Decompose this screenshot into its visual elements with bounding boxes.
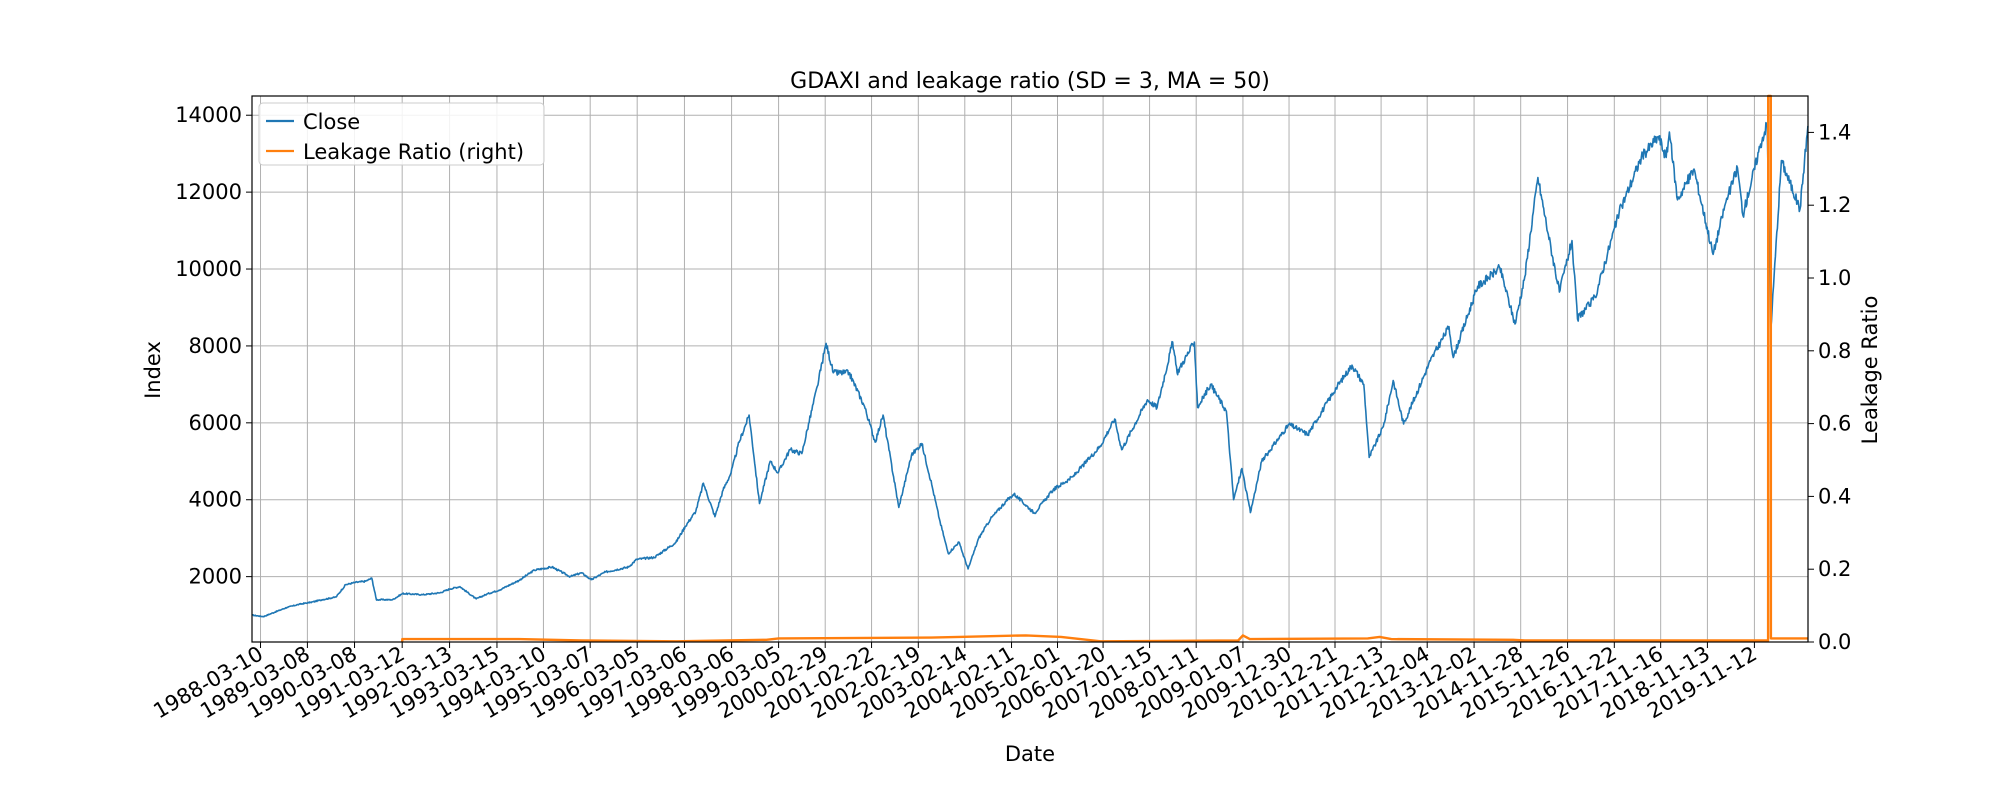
y-axis-right-ticks: 0.0 0.2 0.4 0.6 0.8 1.0 1.2 1.4	[1808, 120, 1851, 654]
y-right-tick-label: 0.2	[1818, 557, 1851, 581]
legend-label-close: Close	[303, 110, 360, 134]
y-axis-title: Index	[141, 341, 165, 399]
chart-title: GDAXI and leakage ratio (SD = 3, MA = 50…	[790, 69, 1270, 94]
y-right-tick-label: 0.6	[1818, 412, 1851, 436]
y-axis-right-title: Leakage Ratio	[1858, 296, 1882, 445]
series-line-leakage-ratio	[401, 94, 1808, 643]
legend: Close Leakage Ratio (right)	[258, 102, 545, 166]
x-axis-ticks: 1988-03-101989-03-081990-03-081991-03-12…	[149, 642, 1761, 724]
y-right-tick-label: 0.8	[1818, 339, 1851, 363]
y-axis-ticks: 2000 4000 6000 8000 10000 12000 14000	[175, 103, 252, 589]
grid-lines	[252, 96, 1808, 642]
y-tick-label: 10000	[175, 257, 242, 281]
series-line-close	[251, 121, 1809, 618]
y-right-tick-label: 0.0	[1818, 630, 1851, 654]
y-right-tick-label: 1.0	[1818, 266, 1851, 290]
y-tick-label: 12000	[175, 180, 242, 204]
y-tick-label: 6000	[189, 411, 242, 435]
y-tick-label: 14000	[175, 103, 242, 127]
plot-frame	[251, 95, 1809, 643]
x-axis-title: Date	[1005, 742, 1055, 766]
legend-label-leakage-ratio: Leakage Ratio (right)	[303, 140, 524, 164]
y-right-tick-label: 1.2	[1818, 193, 1851, 217]
y-tick-label: 2000	[189, 565, 242, 589]
y-right-tick-label: 0.4	[1818, 484, 1851, 508]
legend-box	[258, 102, 545, 166]
y-tick-label: 8000	[189, 334, 242, 358]
series-lines	[251, 94, 1809, 643]
y-tick-label: 4000	[189, 488, 242, 512]
y-right-tick-label: 1.4	[1818, 120, 1851, 144]
